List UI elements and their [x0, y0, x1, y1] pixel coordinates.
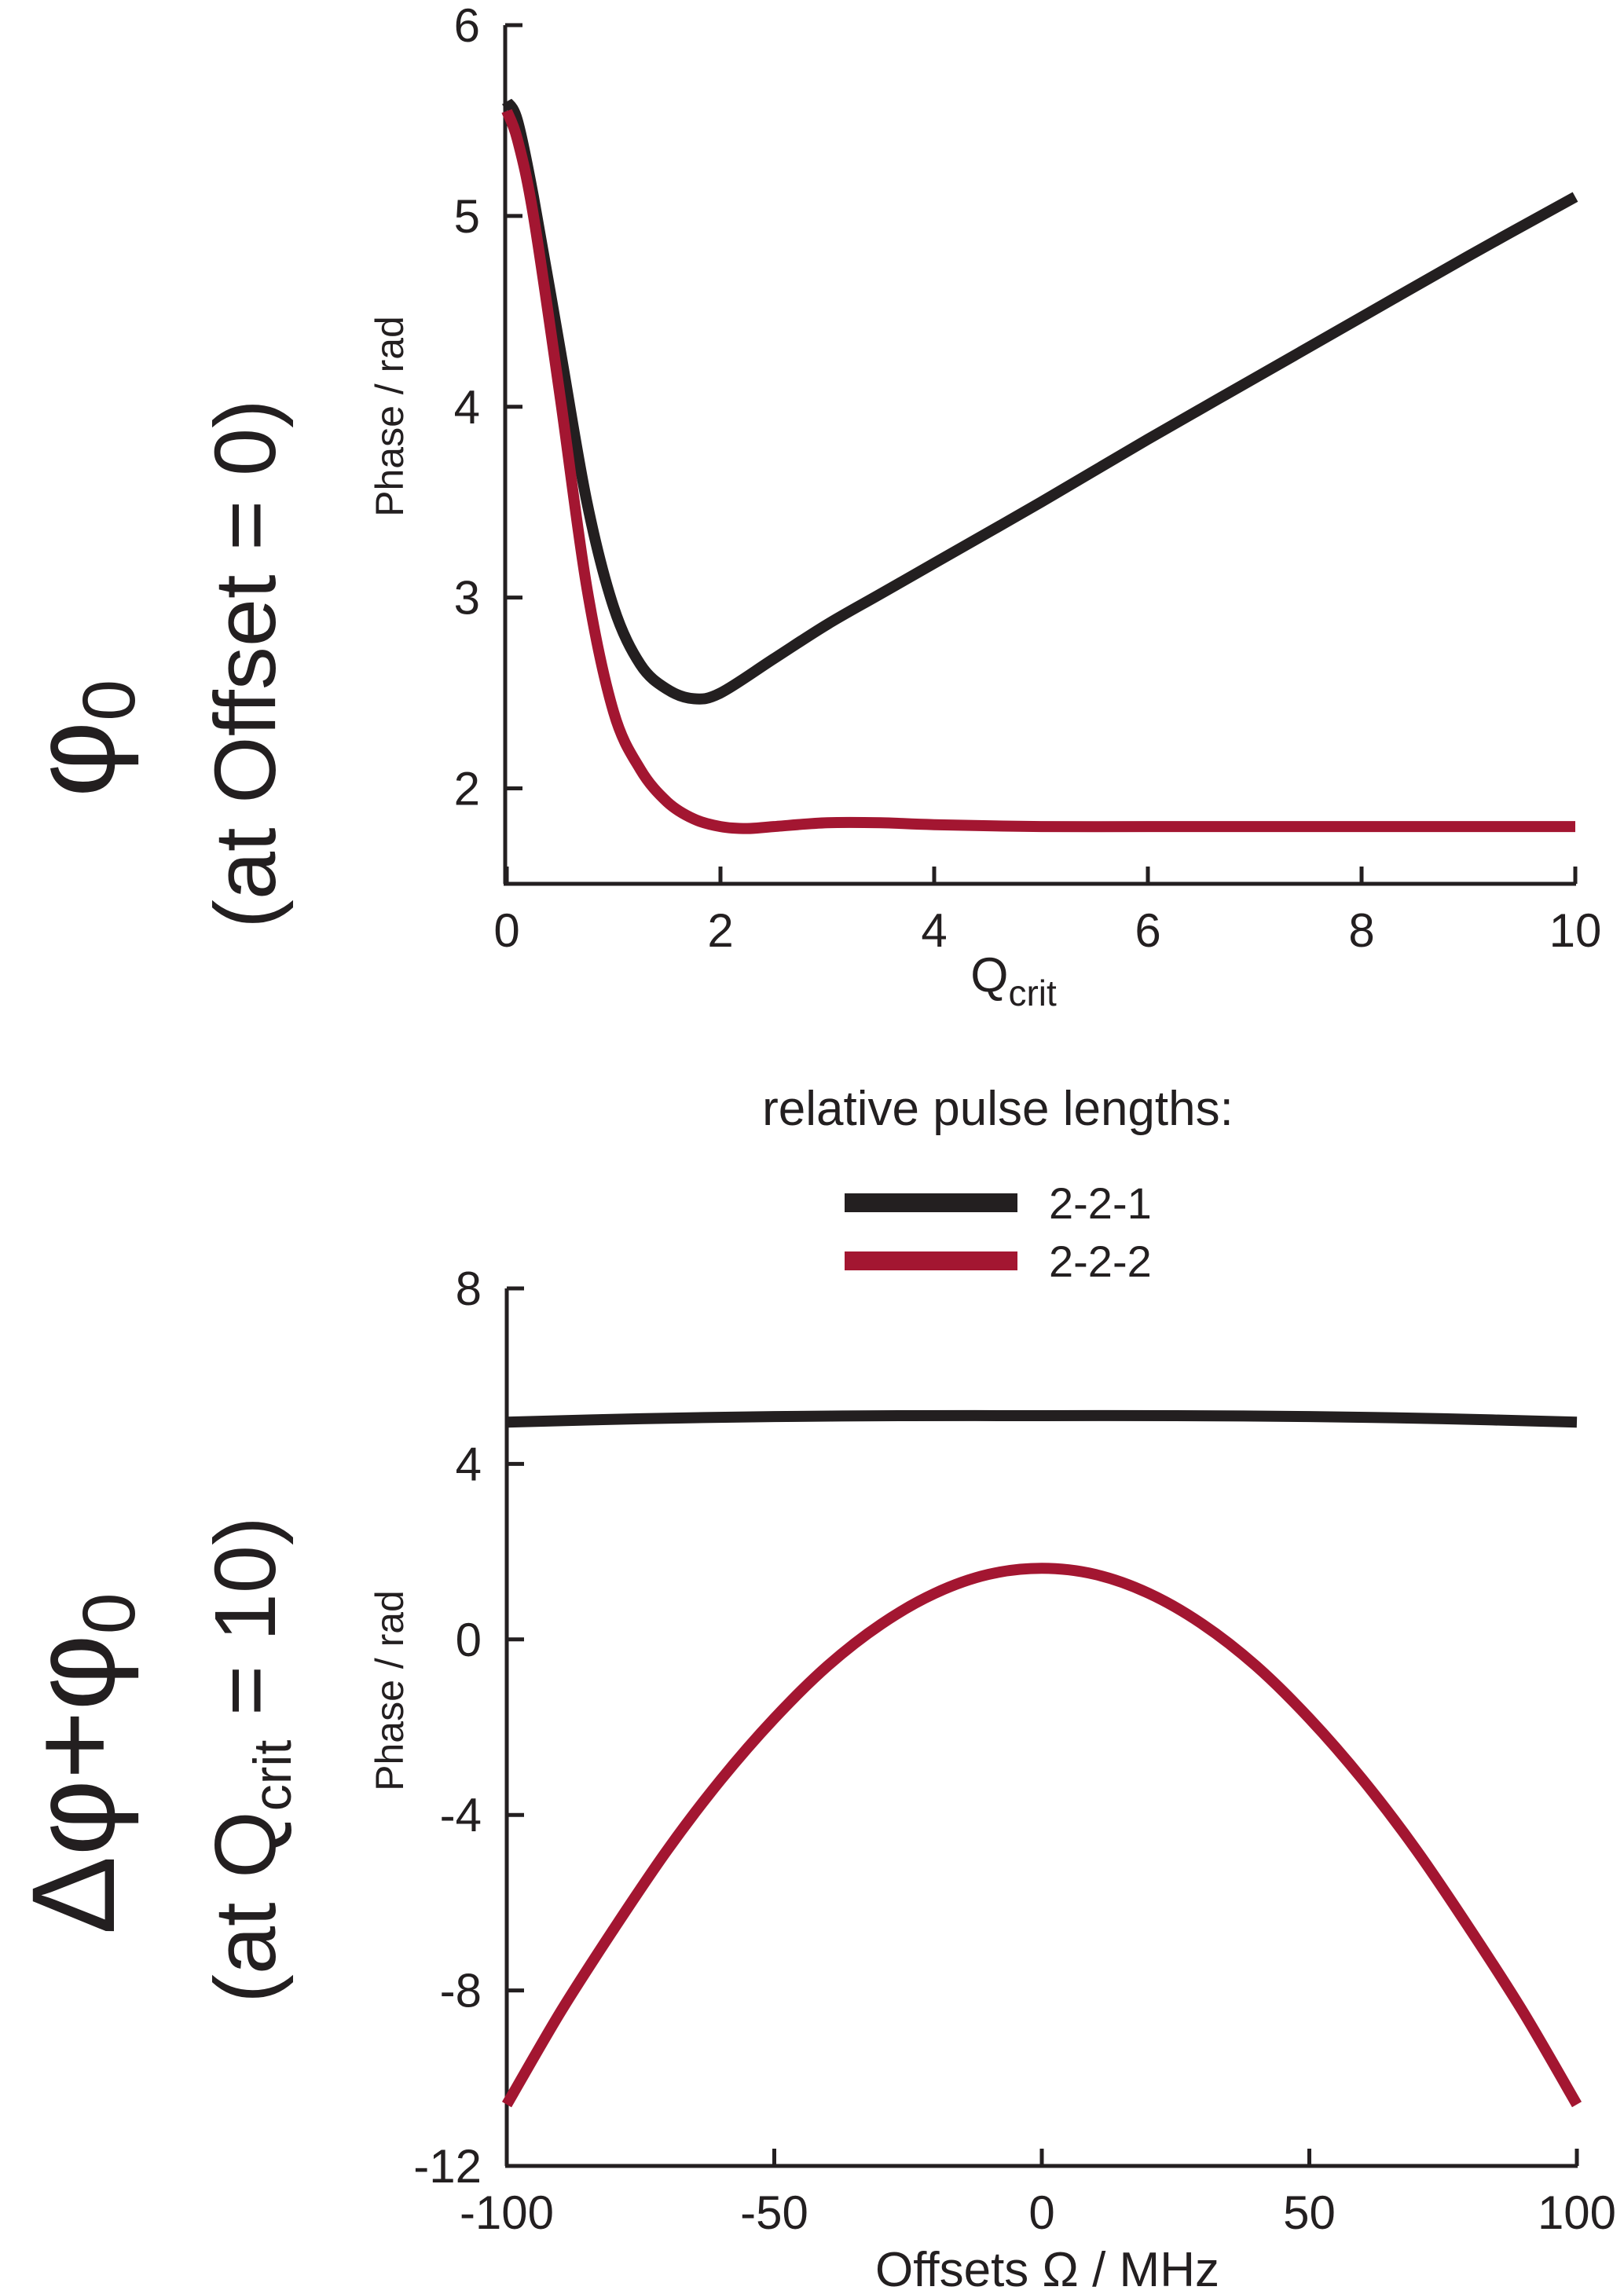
top-chart-ylabel: Phase / rad	[368, 316, 412, 517]
bottom-ytick-label: -8	[440, 1965, 482, 2017]
top-side-label: φ0 (at Offset = 0)	[7, 399, 294, 929]
bottom-ytick-label: -12	[413, 2140, 482, 2193]
top-xtick-label: 6	[1135, 904, 1160, 957]
top-ytick-label: 3	[454, 572, 480, 625]
bottom-xtick-label: -100	[460, 2186, 554, 2239]
delta-phi-subscript: 0	[68, 1592, 151, 1634]
top-ytick-label: 6	[454, 0, 480, 52]
phi0-subscript: 0	[68, 680, 151, 721]
top-xtick-label: 4	[921, 904, 947, 957]
bottom-chart-ylabel: Phase / rad	[368, 1590, 412, 1791]
top-xtick-label: 2	[707, 904, 733, 957]
bottom-ytick-label: 0	[456, 1614, 482, 1666]
bottom-xtick-label: -50	[740, 2186, 808, 2239]
top-ytick-label: 4	[454, 381, 480, 434]
svg-text:Δφ+φ0: Δφ+φ0	[7, 1592, 151, 1934]
top-ytick-label: 2	[454, 763, 480, 815]
top-xtick-label: 0	[493, 904, 519, 957]
legend: relative pulse lengths: 2-2-1 2-2-2	[762, 1082, 1234, 1286]
delta-phi-plus-phi0: Δφ+φ	[7, 1634, 139, 1934]
top-chart-xlabel-sub: crit	[1008, 973, 1057, 1013]
bottom-xtick-label: 100	[1538, 2186, 1616, 2239]
bottom-series-2-2-2	[501, 1563, 1582, 2108]
bottom-side-label-line2-a: (at Q	[197, 1811, 294, 2003]
bottom-side-label-line2-b: = 10)	[197, 1516, 294, 1739]
top-xtick-label: 10	[1549, 904, 1602, 957]
bottom-chart-xlabel: Offsets Ω / MHz	[875, 2243, 1219, 2294]
top-chart-xlabel: Qcrit	[970, 948, 1057, 1013]
bottom-ytick-label: 4	[456, 1438, 482, 1490]
top-chart: 2 3 4 5 6 0 2 4 6 8 10 Phase / rad Qcrit	[368, 0, 1601, 1013]
bottom-ytick-label: 8	[456, 1262, 482, 1315]
legend-label-2-2-2: 2-2-2	[1049, 1237, 1152, 1286]
top-series-2-2-2	[501, 108, 1575, 834]
phi0-symbol: φ	[7, 721, 139, 797]
bottom-series-2-2-1	[506, 1409, 1578, 1428]
svg-text:(at Qcrit = 10): (at Qcrit = 10)	[197, 1516, 302, 2003]
top-xtick-label: 8	[1348, 904, 1374, 957]
bottom-xtick-label: 0	[1028, 2186, 1054, 2239]
top-series-2-2-1	[501, 98, 1578, 705]
bottom-chart: -12 -8 -4 0 4 8 -100 -50 0 50 100 Phase / rad Off…	[368, 1262, 1616, 2294]
top-chart-xlabel-main: Q	[970, 948, 1008, 1002]
bottom-side-label-sub: crit	[243, 1740, 302, 1812]
bottom-xtick-label: 50	[1283, 2186, 1336, 2239]
bottom-ytick-label: -4	[440, 1789, 482, 1841]
bottom-side-label: Δφ+φ0 (at Qcrit = 10)	[7, 1516, 302, 2003]
legend-label-2-2-1: 2-2-1	[1049, 1178, 1152, 1228]
top-side-label-line2: (at Offset = 0)	[197, 399, 294, 929]
legend-title: relative pulse lengths:	[762, 1082, 1234, 1136]
svg-text:φ0: φ0	[7, 680, 151, 797]
top-ytick-label: 5	[454, 190, 480, 243]
